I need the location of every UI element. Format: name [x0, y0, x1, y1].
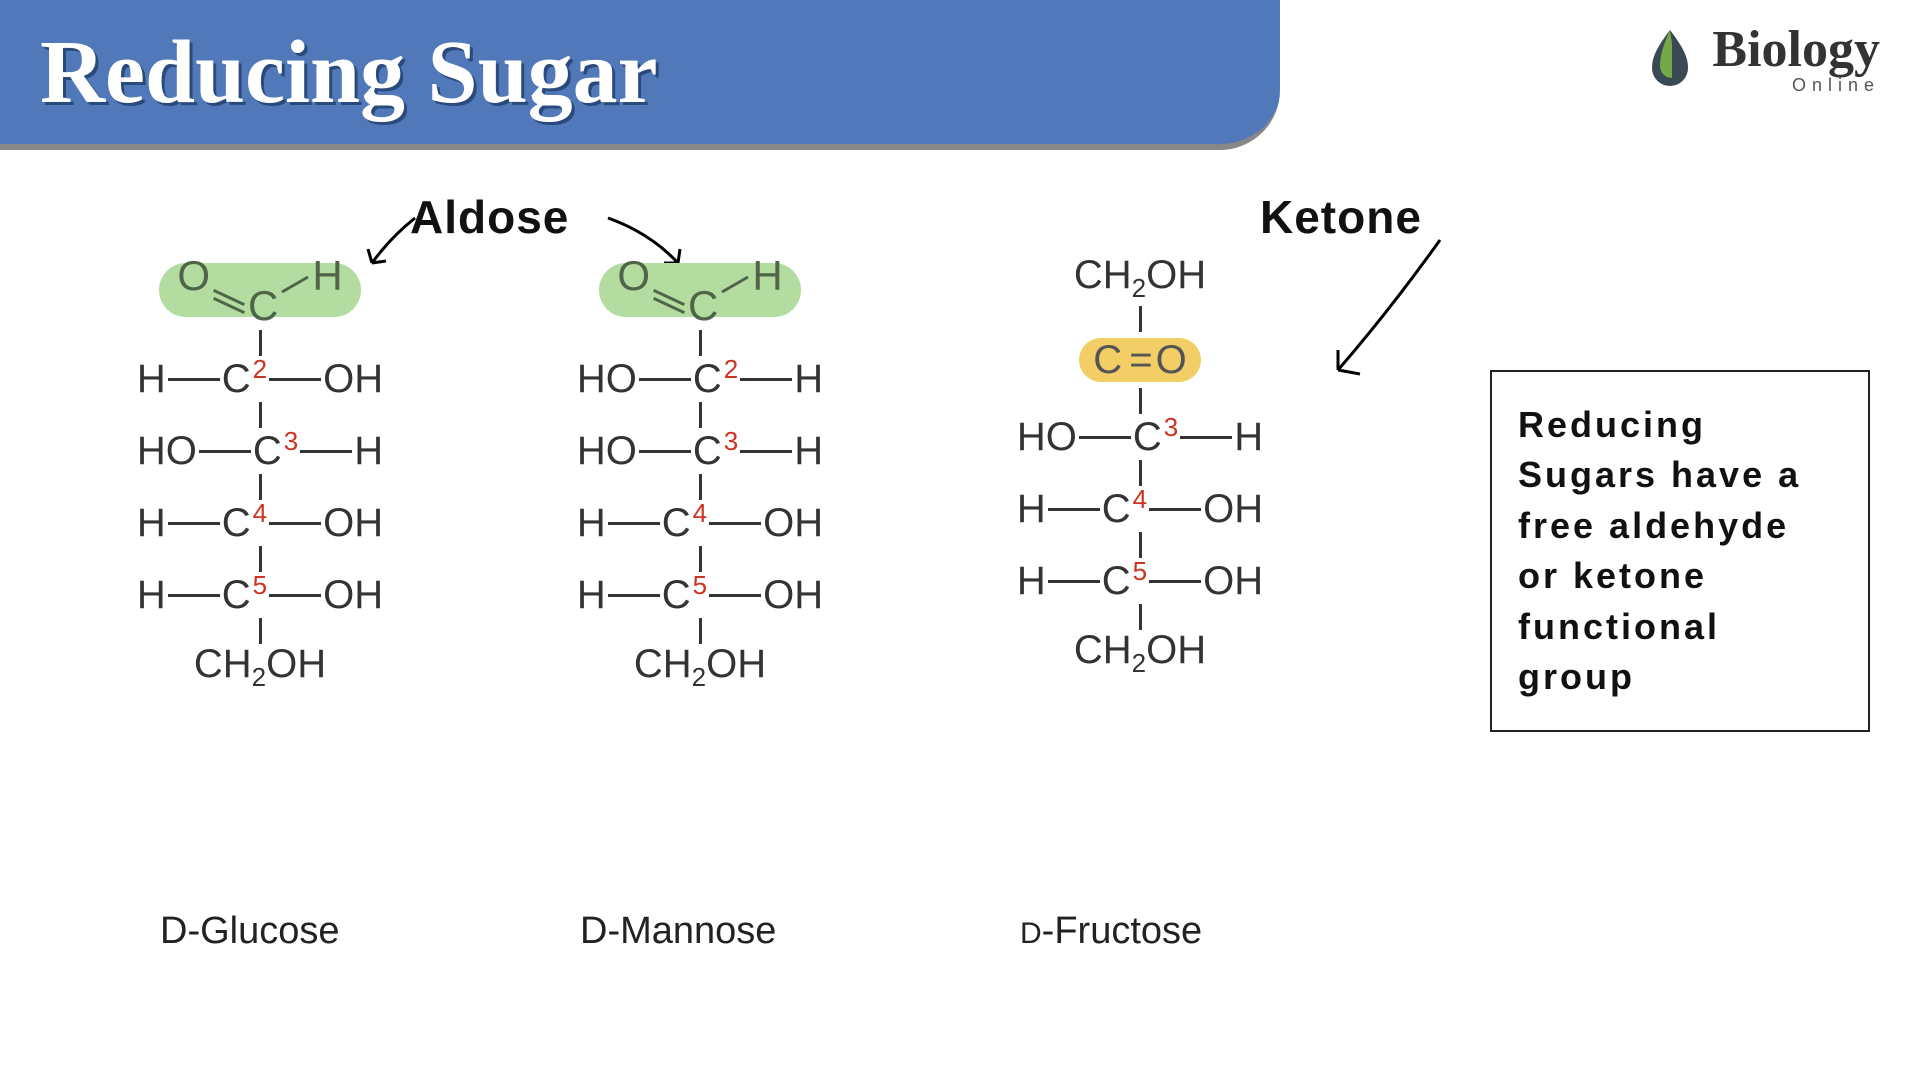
label-aldose: Aldose — [410, 190, 569, 244]
arrow-ketone — [1320, 230, 1460, 390]
carbon-number: 3 — [284, 428, 298, 454]
molecule-name-mannose: D-Mannose — [580, 910, 776, 953]
molecule-fructose: CH2OH C = O HOC3H HC4OH HC5OH CH2OH — [980, 250, 1300, 676]
ketone-group: C = O — [980, 332, 1300, 388]
carbon-number: 2 — [253, 356, 267, 382]
molecule-name-glucose: D-Glucose — [160, 910, 340, 953]
leaf-drop-icon — [1638, 26, 1702, 90]
carbon-number: 3 — [1164, 414, 1178, 440]
info-box: Reducing Sugars have a free aldehyde or … — [1490, 370, 1870, 732]
carbon-number: 5 — [1133, 558, 1147, 584]
brand-logo: Biology Online — [1638, 20, 1880, 96]
carbon-number: 4 — [253, 500, 267, 526]
molecule-mannose: OCH HOC2H HOC3H HC4OH HC5OH CH2OH — [540, 250, 860, 690]
diagram-area: Aldose Ketone OCH HC2OH HOC3H HC4OH HC5O… — [60, 190, 1880, 1050]
carbon-number: 5 — [693, 572, 707, 598]
logo-text-main: Biology — [1712, 20, 1880, 79]
page-title: Reducing Sugar — [40, 21, 658, 124]
carbon-number: 4 — [693, 500, 707, 526]
carbon-number: 2 — [724, 356, 738, 382]
carbon-number: 4 — [1133, 486, 1147, 512]
molecule-glucose: OCH HC2OH HOC3H HC4OH HC5OH CH2OH — [100, 250, 420, 690]
terminal-group: CH2OH — [540, 644, 860, 690]
terminal-group: CH2OH — [100, 644, 420, 690]
logo-text-wrap: Biology Online — [1712, 20, 1880, 96]
aldehyde-group: OCH — [100, 250, 420, 330]
header-bar: Reducing Sugar — [0, 0, 1280, 150]
carbon-number: 3 — [724, 428, 738, 454]
aldehyde-group: OCH — [540, 250, 860, 330]
carbon-number: 5 — [253, 572, 267, 598]
molecule-name-fructose: D-Fructose — [1020, 910, 1202, 953]
terminal-group-top: CH2OH — [980, 250, 1300, 306]
terminal-group: CH2OH — [980, 630, 1300, 676]
